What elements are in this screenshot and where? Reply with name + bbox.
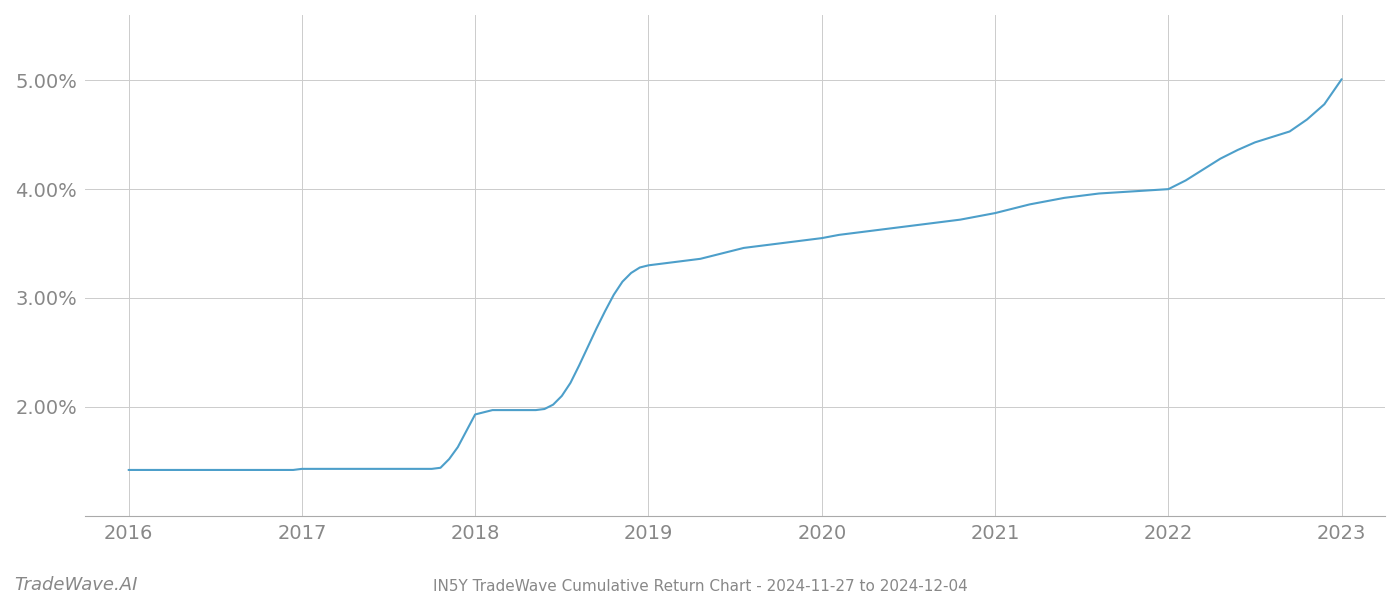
Text: TradeWave.AI: TradeWave.AI	[14, 576, 137, 594]
Text: IN5Y TradeWave Cumulative Return Chart - 2024-11-27 to 2024-12-04: IN5Y TradeWave Cumulative Return Chart -…	[433, 579, 967, 594]
